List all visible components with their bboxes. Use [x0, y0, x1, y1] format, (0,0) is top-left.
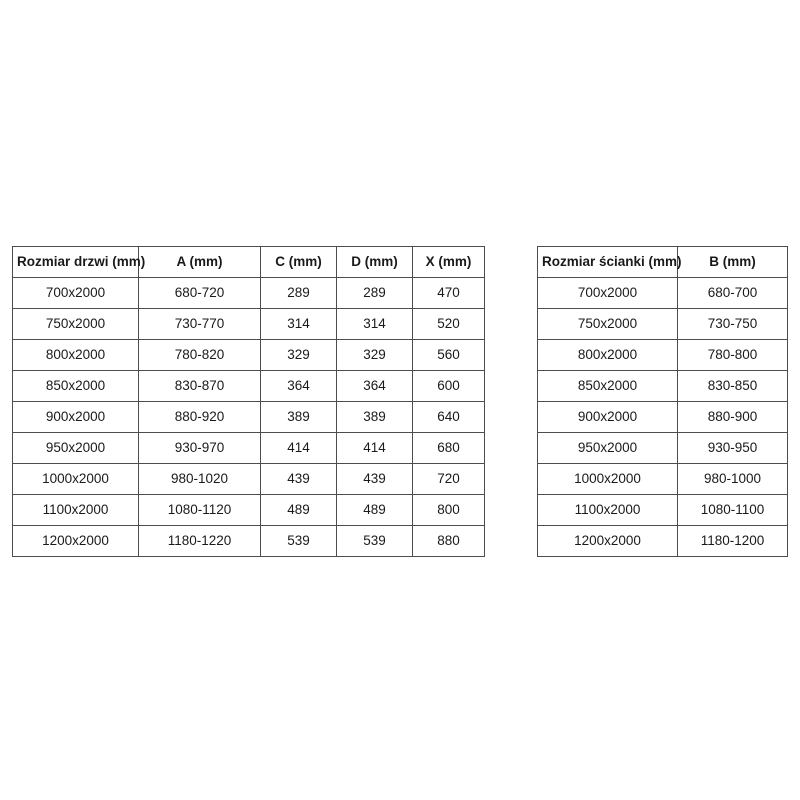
cell-c: 289 [260, 277, 337, 309]
cell-a: 980-1020 [138, 463, 261, 495]
cell-d: 439 [336, 463, 413, 495]
table-row: 900x2000 880-900 [537, 401, 788, 433]
table-row: 750x2000 730-770 314 314 520 [12, 308, 485, 340]
cell-door-size: 750x2000 [12, 308, 139, 340]
table-row: 1000x2000 980-1000 [537, 463, 788, 495]
cell-c: 314 [260, 308, 337, 340]
cell-d: 489 [336, 494, 413, 526]
cell-x: 560 [412, 339, 485, 371]
cell-c: 439 [260, 463, 337, 495]
cell-d: 389 [336, 401, 413, 433]
cell-c: 389 [260, 401, 337, 433]
cell-wall-size: 1200x2000 [537, 525, 678, 557]
table-row: 700x2000 680-720 289 289 470 [12, 277, 485, 309]
cell-wall-size: 750x2000 [537, 308, 678, 340]
cell-a: 1080-1120 [138, 494, 261, 526]
cell-wall-size: 1000x2000 [537, 463, 678, 495]
table-row: 950x2000 930-970 414 414 680 [12, 432, 485, 464]
column-header-d: D (mm) [336, 246, 413, 278]
cell-b: 680-700 [677, 277, 788, 309]
table-row: 750x2000 730-750 [537, 308, 788, 340]
cell-b: 930-950 [677, 432, 788, 464]
cell-wall-size: 850x2000 [537, 370, 678, 402]
cell-door-size: 1100x2000 [12, 494, 139, 526]
cell-wall-size: 700x2000 [537, 277, 678, 309]
cell-wall-size: 1100x2000 [537, 494, 678, 526]
table-row: 900x2000 880-920 389 389 640 [12, 401, 485, 433]
cell-c: 539 [260, 525, 337, 557]
cell-door-size: 1000x2000 [12, 463, 139, 495]
cell-wall-size: 950x2000 [537, 432, 678, 464]
cell-d: 314 [336, 308, 413, 340]
cell-b: 980-1000 [677, 463, 788, 495]
cell-x: 880 [412, 525, 485, 557]
table-row: 800x2000 780-820 329 329 560 [12, 339, 485, 371]
cell-x: 600 [412, 370, 485, 402]
cell-a: 1180-1220 [138, 525, 261, 557]
cell-x: 800 [412, 494, 485, 526]
cell-x: 520 [412, 308, 485, 340]
table-row: 800x2000 780-800 [537, 339, 788, 371]
table-row: 1000x2000 980-1020 439 439 720 [12, 463, 485, 495]
cell-door-size: 1200x2000 [12, 525, 139, 557]
cell-b: 1080-1100 [677, 494, 788, 526]
table-row: 1100x2000 1080-1100 [537, 494, 788, 526]
cell-b: 830-850 [677, 370, 788, 402]
door-size-table: Rozmiar drzwi (mm) A (mm) C (mm) D (mm) … [12, 246, 485, 557]
cell-a: 880-920 [138, 401, 261, 433]
cell-c: 414 [260, 432, 337, 464]
cell-c: 364 [260, 370, 337, 402]
table-row: 850x2000 830-850 [537, 370, 788, 402]
cell-d: 289 [336, 277, 413, 309]
cell-door-size: 900x2000 [12, 401, 139, 433]
cell-b: 1180-1200 [677, 525, 788, 557]
column-header-x: X (mm) [412, 246, 485, 278]
cell-x: 640 [412, 401, 485, 433]
cell-d: 329 [336, 339, 413, 371]
table-row: 850x2000 830-870 364 364 600 [12, 370, 485, 402]
cell-door-size: 700x2000 [12, 277, 139, 309]
cell-door-size: 850x2000 [12, 370, 139, 402]
cell-b: 730-750 [677, 308, 788, 340]
wall-panel-size-table-header: Rozmiar ścianki (mm) B (mm) [537, 246, 788, 278]
cell-a: 930-970 [138, 432, 261, 464]
cell-a: 730-770 [138, 308, 261, 340]
cell-c: 329 [260, 339, 337, 371]
cell-a: 680-720 [138, 277, 261, 309]
wall-panel-size-table-body: 700x2000 680-700 750x2000 730-750 800x2000 78… [537, 277, 788, 557]
cell-d: 539 [336, 525, 413, 557]
cell-b: 780-800 [677, 339, 788, 371]
cell-c: 489 [260, 494, 337, 526]
table-row: 950x2000 930-950 [537, 432, 788, 464]
table-row: 1200x2000 1180-1220 539 539 880 [12, 525, 485, 557]
cell-x: 680 [412, 432, 485, 464]
door-size-table-header: Rozmiar drzwi (mm) A (mm) C (mm) D (mm) … [12, 246, 485, 278]
cell-a: 780-820 [138, 339, 261, 371]
column-header-a: A (mm) [138, 246, 261, 278]
cell-wall-size: 900x2000 [537, 401, 678, 433]
column-header-b: B (mm) [677, 246, 788, 278]
table-header-row: Rozmiar drzwi (mm) A (mm) C (mm) D (mm) … [12, 246, 485, 278]
table-row: 1100x2000 1080-1120 489 489 800 [12, 494, 485, 526]
table-header-row: Rozmiar ścianki (mm) B (mm) [537, 246, 788, 278]
table-row: 700x2000 680-700 [537, 277, 788, 309]
cell-d: 364 [336, 370, 413, 402]
column-header-wall-size: Rozmiar ścianki (mm) [537, 246, 682, 278]
cell-b: 880-900 [677, 401, 788, 433]
cell-x: 470 [412, 277, 485, 309]
door-size-table-body: 700x2000 680-720 289 289 470 750x2000 730-770 3… [12, 277, 485, 557]
cell-wall-size: 800x2000 [537, 339, 678, 371]
column-header-door-size: Rozmiar drzwi (mm) [12, 246, 145, 278]
wall-panel-size-table: Rozmiar ścianki (mm) B (mm) 700x2000 680-… [537, 246, 788, 557]
cell-x: 720 [412, 463, 485, 495]
cell-door-size: 950x2000 [12, 432, 139, 464]
table-row: 1200x2000 1180-1200 [537, 525, 788, 557]
cell-door-size: 800x2000 [12, 339, 139, 371]
cell-a: 830-870 [138, 370, 261, 402]
column-header-c: C (mm) [260, 246, 337, 278]
cell-d: 414 [336, 432, 413, 464]
